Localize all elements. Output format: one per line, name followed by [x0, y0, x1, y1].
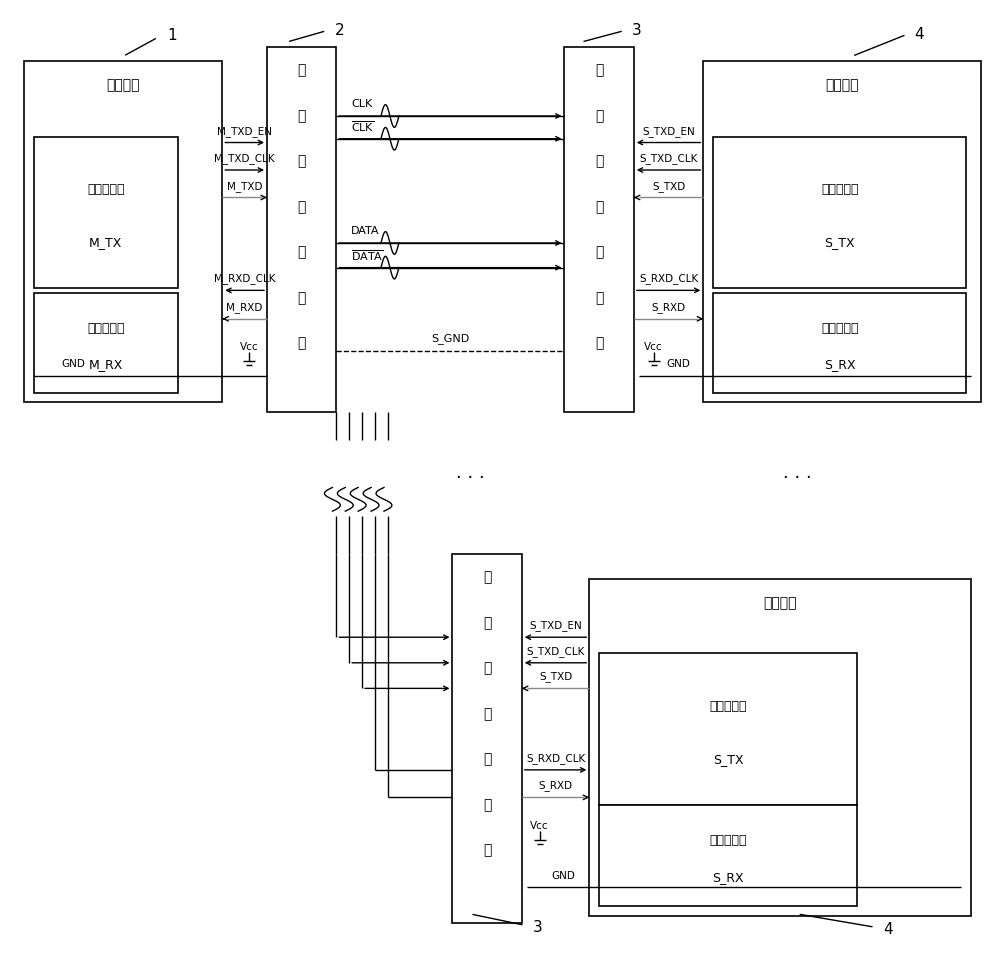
Text: 隔: 隔	[595, 109, 603, 123]
Text: 从发送模块: 从发送模块	[709, 700, 747, 713]
Text: 4: 4	[915, 27, 924, 42]
Text: 4: 4	[883, 922, 892, 937]
Text: DATA: DATA	[351, 226, 380, 236]
Text: 从发送模块: 从发送模块	[821, 184, 858, 196]
Text: 差: 差	[483, 707, 491, 721]
Text: 隔: 隔	[483, 616, 491, 630]
Text: S_TX: S_TX	[824, 236, 855, 250]
Text: M_TXD_CLK: M_TXD_CLK	[214, 153, 275, 164]
Text: S_RXD_CLK: S_RXD_CLK	[526, 753, 585, 764]
Text: Vcc: Vcc	[530, 821, 548, 831]
Text: M_RXD_CLK: M_RXD_CLK	[214, 273, 275, 285]
Text: 从: 从	[483, 571, 491, 584]
Text: 分: 分	[297, 246, 306, 259]
Text: Vcc: Vcc	[240, 342, 258, 352]
Bar	[267, 47, 336, 412]
Text: M_TXD_EN: M_TXD_EN	[217, 125, 272, 137]
Text: 3: 3	[533, 920, 542, 935]
Text: S_TXD_EN: S_TXD_EN	[529, 620, 582, 631]
Text: 从控制器: 从控制器	[763, 597, 797, 610]
Text: S_RXD: S_RXD	[652, 302, 686, 313]
Bar	[589, 579, 971, 916]
Text: 1: 1	[168, 28, 177, 43]
Text: Vcc: Vcc	[644, 342, 662, 352]
Text: 隔: 隔	[297, 109, 306, 123]
Bar	[452, 554, 522, 923]
Text: 离: 离	[297, 155, 306, 168]
Text: 差: 差	[297, 200, 306, 214]
Text: S_RXD_CLK: S_RXD_CLK	[639, 273, 698, 285]
Text: S_RXD: S_RXD	[538, 780, 573, 792]
Text: S_TXD: S_TXD	[539, 671, 572, 683]
Bar	[599, 805, 857, 906]
Text: S_GND: S_GND	[431, 334, 470, 344]
Text: 主发送模块: 主发送模块	[87, 184, 125, 196]
Text: M_RXD: M_RXD	[226, 302, 263, 313]
Text: S_RX: S_RX	[712, 872, 744, 884]
Text: 从接收模块: 从接收模块	[709, 834, 747, 847]
Bar	[24, 61, 222, 402]
Text: 分: 分	[483, 752, 491, 767]
Bar	[34, 137, 178, 289]
Text: 从: 从	[595, 63, 603, 77]
Text: 主接收模块: 主接收模块	[87, 321, 125, 335]
Text: 从接收模块: 从接收模块	[821, 321, 858, 335]
Text: 从控制器: 从控制器	[825, 77, 859, 92]
Text: 分: 分	[595, 246, 603, 259]
Text: M_TX: M_TX	[89, 236, 122, 250]
Text: CLK: CLK	[351, 98, 373, 109]
Text: $\overline{\rm DATA}$: $\overline{\rm DATA}$	[351, 248, 384, 263]
Text: 模: 模	[595, 291, 603, 305]
Text: 块: 块	[297, 337, 306, 351]
Bar	[34, 293, 178, 393]
Text: S_TX: S_TX	[713, 753, 743, 766]
Bar	[599, 653, 857, 805]
Bar	[713, 137, 966, 289]
Text: S_TXD_EN: S_TXD_EN	[642, 125, 695, 137]
Text: GND: GND	[552, 871, 575, 881]
Bar	[713, 293, 966, 393]
Text: M_TXD: M_TXD	[227, 181, 262, 191]
Text: 离: 离	[483, 662, 491, 676]
Text: GND: GND	[62, 359, 86, 369]
Text: S_TXD_CLK: S_TXD_CLK	[526, 646, 585, 657]
Text: S_RX: S_RX	[824, 358, 855, 371]
Text: S_TXD_CLK: S_TXD_CLK	[639, 153, 698, 164]
Text: $\overline{\rm CLK}$: $\overline{\rm CLK}$	[351, 120, 375, 134]
Text: 差: 差	[595, 200, 603, 214]
Text: 模: 模	[297, 291, 306, 305]
Text: 块: 块	[595, 337, 603, 351]
Text: 3: 3	[632, 23, 642, 38]
Text: M_RX: M_RX	[89, 358, 123, 371]
Text: 主: 主	[297, 63, 306, 77]
Text: 2: 2	[334, 23, 344, 38]
Bar	[564, 47, 634, 412]
Text: GND: GND	[667, 359, 690, 369]
Text: 模: 模	[483, 798, 491, 812]
Text: 块: 块	[483, 843, 491, 858]
Text: . . .: . . .	[456, 465, 485, 482]
Text: 主控制器: 主控制器	[106, 77, 140, 92]
Bar	[703, 61, 981, 402]
Text: 离: 离	[595, 155, 603, 168]
Text: . . .: . . .	[783, 465, 812, 482]
Text: S_TXD: S_TXD	[652, 181, 685, 191]
